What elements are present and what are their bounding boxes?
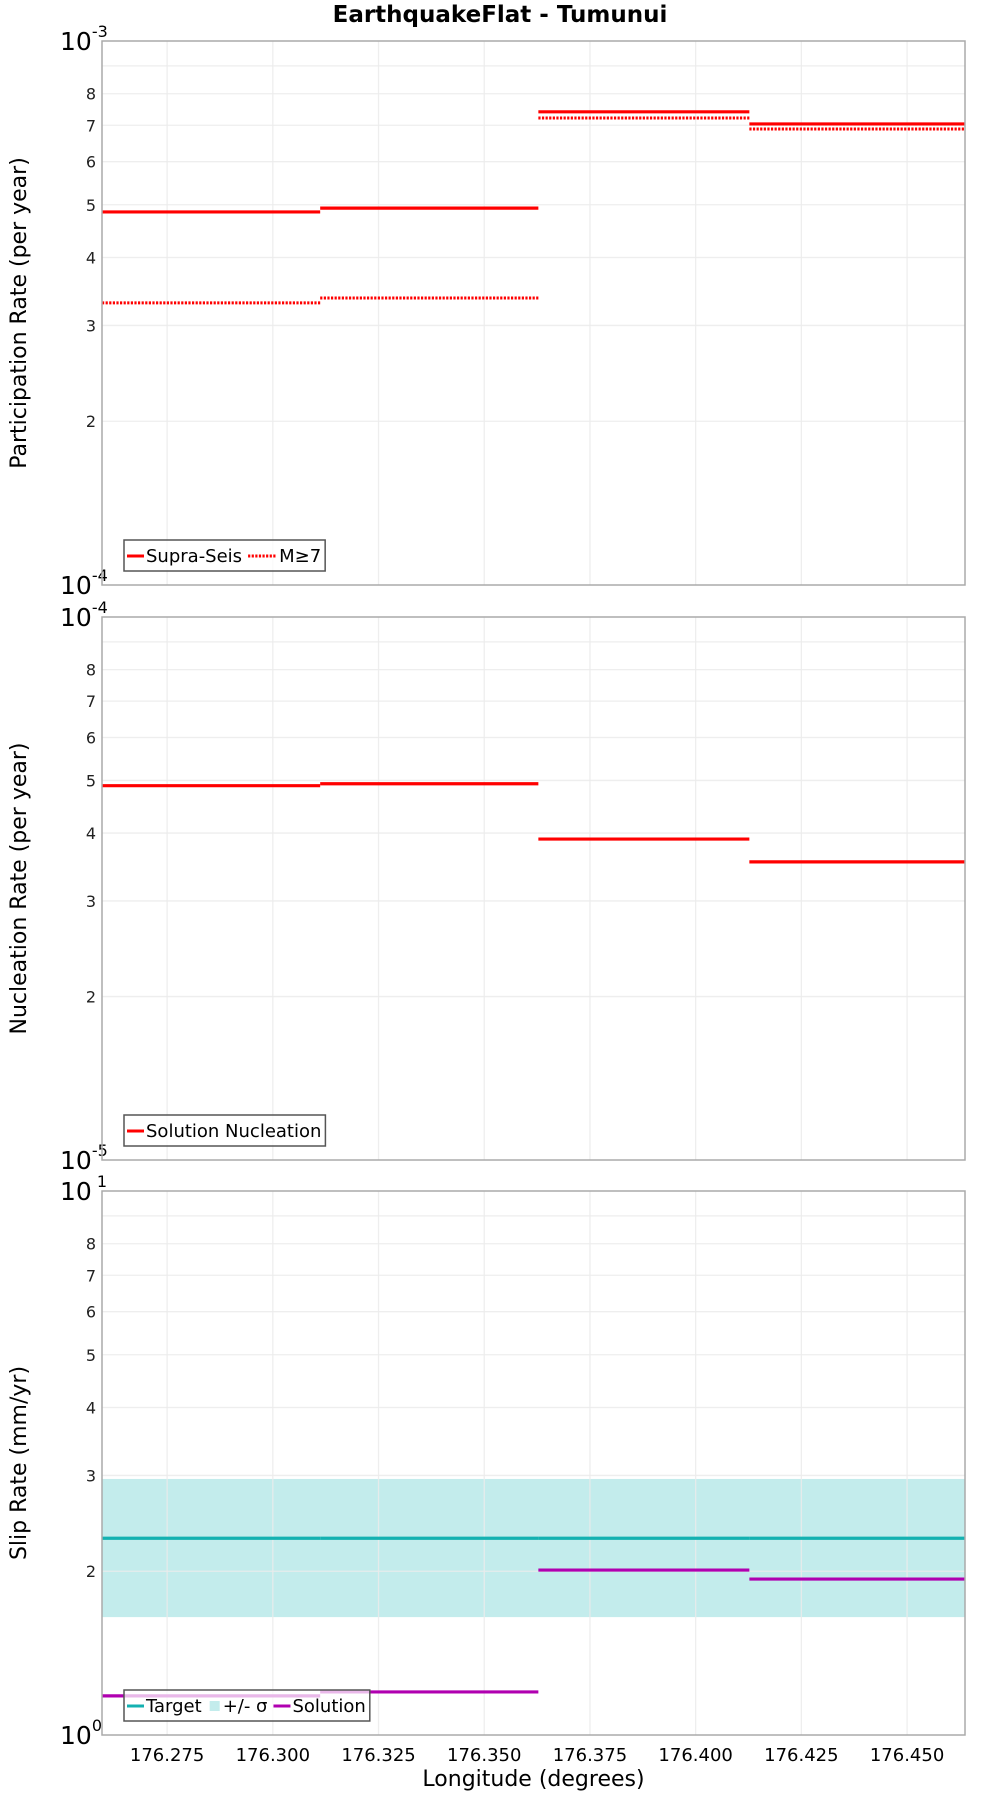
y-axis-label: Slip Rate (mm/yr) — [7, 1366, 32, 1560]
sigma-band — [102, 1478, 965, 1618]
x-tick-label: 176.425 — [764, 1745, 838, 1766]
y-tick-label: 6 — [86, 728, 96, 747]
y-tick-label: 4 — [86, 248, 96, 267]
y-tick-label: 2 — [86, 1562, 96, 1581]
x-tick-label: 176.325 — [341, 1745, 415, 1766]
legend-label: Solution — [292, 1696, 365, 1717]
plot-frame — [101, 616, 966, 1161]
legend-item: Solution Nucleation — [127, 1121, 321, 1142]
x-tick-label: 176.375 — [553, 1745, 627, 1766]
plot-area — [102, 1191, 965, 1735]
gridlines — [102, 617, 965, 1160]
y-tick-label: 7 — [86, 692, 96, 711]
x-tick-label: 176.275 — [130, 1745, 204, 1766]
y-major-label: 10 1 — [60, 1172, 107, 1206]
legend-label: M≥7 — [279, 546, 321, 567]
y-major-label: 10-5 — [60, 1141, 108, 1175]
legend-item: M≥7 — [248, 546, 321, 567]
plot-area — [102, 617, 965, 1160]
x-tick-label: 176.400 — [658, 1745, 732, 1766]
y-tick-label: 3 — [86, 316, 96, 335]
y-axis-label: Participation Rate (per year) — [7, 157, 32, 469]
y-tick-label: 6 — [86, 1303, 96, 1322]
y-tick-label: 5 — [86, 771, 96, 790]
y-tick-label: 2 — [86, 988, 96, 1007]
series-solution-nucleation — [102, 782, 965, 864]
chart-title: EarthquakeFlat - Tumunui — [332, 2, 668, 28]
legend: Target +/- σ Solution — [123, 1689, 371, 1722]
gridlines — [102, 41, 965, 585]
x-tick-label: 176.350 — [447, 1745, 521, 1766]
series-supra-seis — [102, 110, 965, 214]
legend-item: Supra-Seis — [127, 546, 242, 567]
y-tick-label: 6 — [86, 153, 96, 172]
legend-item: Solution — [273, 1696, 366, 1717]
y-major-label: 100 — [60, 1716, 102, 1750]
legend-label: Target — [145, 1696, 202, 1717]
legend-label: +/- σ — [223, 1696, 268, 1717]
legend-label: Supra-Seis — [146, 546, 242, 567]
y-tick-label: 4 — [86, 824, 96, 843]
y-tick-label: 5 — [86, 196, 96, 215]
legend: Supra-Seis M≥7 — [123, 539, 326, 572]
panel-participation: 2 3 4 5 6 7 8 10-3 10-4 Participation Rate (per y… — [7, 22, 966, 600]
x-tick-label: 176.300 — [236, 1745, 310, 1766]
panel-slip: 2 3 4 5 6 7 8 10 1 100 Slip Rate (mm/yr) Target +/-… — [7, 1172, 966, 1750]
legend-item: +/- σ — [209, 1696, 268, 1717]
series-m-7 — [102, 116, 965, 305]
y-major-label: 10-4 — [60, 566, 108, 600]
y-tick-label: 5 — [86, 1346, 96, 1365]
y-major-label: 10-3 — [60, 22, 108, 56]
y-tick-label: 3 — [86, 1466, 96, 1485]
panel-nucleation: 2 3 4 5 6 7 8 10-4 10-5 Nucleation Rate (per year… — [7, 598, 966, 1175]
gridlines — [102, 1191, 965, 1735]
y-axis-label: Nucleation Rate (per year) — [7, 743, 32, 1035]
y-tick-label: 8 — [86, 85, 96, 104]
legend: Solution Nucleation — [123, 1114, 327, 1147]
x-tick-label: 176.450 — [870, 1745, 944, 1766]
plot-area — [102, 41, 965, 585]
y-major-label: 10-4 — [60, 598, 108, 632]
y-tick-label: 3 — [86, 892, 96, 911]
plot-frame — [101, 1190, 966, 1736]
x-axis-label: Longitude (degrees) — [422, 1767, 645, 1792]
legend-item: Target — [127, 1696, 202, 1717]
y-tick-label: 8 — [86, 1235, 96, 1254]
legend-label: Solution Nucleation — [146, 1121, 321, 1142]
y-tick-label: 8 — [86, 661, 96, 680]
plot-frame — [101, 40, 966, 586]
y-tick-label: 4 — [86, 1398, 96, 1417]
y-tick-label: 7 — [86, 116, 96, 135]
y-tick-label: 2 — [86, 412, 96, 431]
legend-swatch-icon — [209, 1701, 220, 1711]
y-tick-label: 7 — [86, 1266, 96, 1285]
